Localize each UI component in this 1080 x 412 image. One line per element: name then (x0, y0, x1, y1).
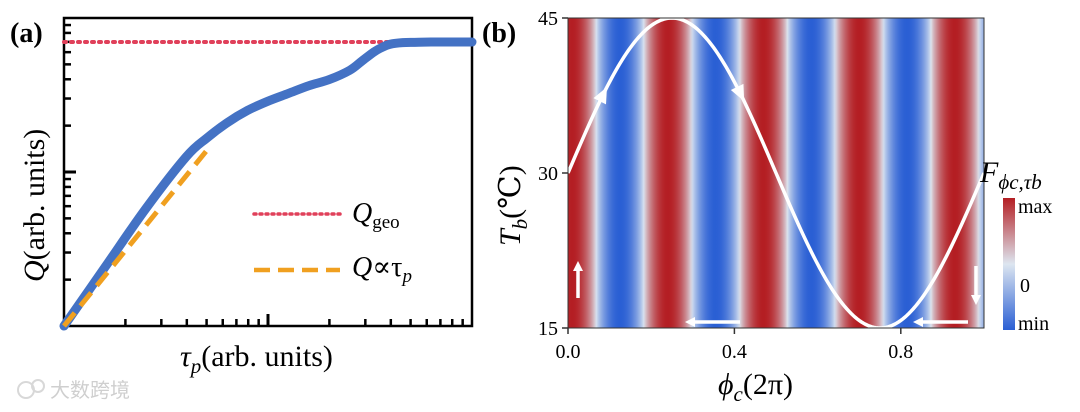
q-linear-line (62, 148, 209, 328)
colorbar-label-zero: 0 (1020, 275, 1030, 297)
colorbar-label-max: max (1018, 196, 1052, 218)
path-arrows (593, 83, 745, 105)
x-axis-label-b: ϕc(2π) (718, 368, 793, 406)
y-tick-label-b: 30 (538, 163, 558, 185)
colorbar (1003, 198, 1015, 330)
q-curve (59, 37, 477, 331)
axis-ticks-a (64, 23, 464, 326)
direction-arrows (573, 261, 981, 327)
x-axis-label-a: τp(arb. units) (180, 340, 333, 378)
watermark: 大数跨境 (17, 378, 130, 402)
legend-label-qlinear: Q∝τp (352, 252, 412, 287)
path-arrowhead (730, 83, 745, 102)
x-tick-label-b: 0.0 (556, 341, 581, 363)
y-axis-label-a: Q(arb. units) (18, 129, 51, 282)
legend-label-qgeo: Qgeo (352, 198, 400, 233)
x-tick-label-b: 0.8 (888, 341, 913, 363)
y-axis-label-b: Tb(℃) (494, 165, 532, 246)
panel-label-a: (a) (10, 18, 43, 49)
colorbar-title: Fϕc,τb (979, 156, 1042, 194)
x-tick-label-b: 0.4 (722, 341, 747, 363)
axis-ticks-b: 0.0 0.4 0.8 15 30 45 (538, 8, 913, 363)
watermark-icon-2 (31, 379, 45, 393)
panel-label-b: (b) (482, 18, 516, 49)
y-tick-label-b: 15 (538, 318, 558, 340)
legend-a: Qgeo Q∝τp (252, 198, 412, 287)
tb-phi-path (566, 16, 986, 330)
colorbar-label-min: min (1018, 313, 1049, 335)
watermark-text: 大数跨境 (50, 378, 130, 402)
path-arrowhead (593, 86, 607, 105)
panel-b: (b) 0.0 0.4 0.8 15 30 45 ϕc(2π) (482, 8, 1052, 406)
y-tick-label-b: 45 (538, 8, 558, 30)
panel-a: (a) Qgeo Q∝τp τp(arb. units) Q(arb. unit… (10, 16, 477, 378)
